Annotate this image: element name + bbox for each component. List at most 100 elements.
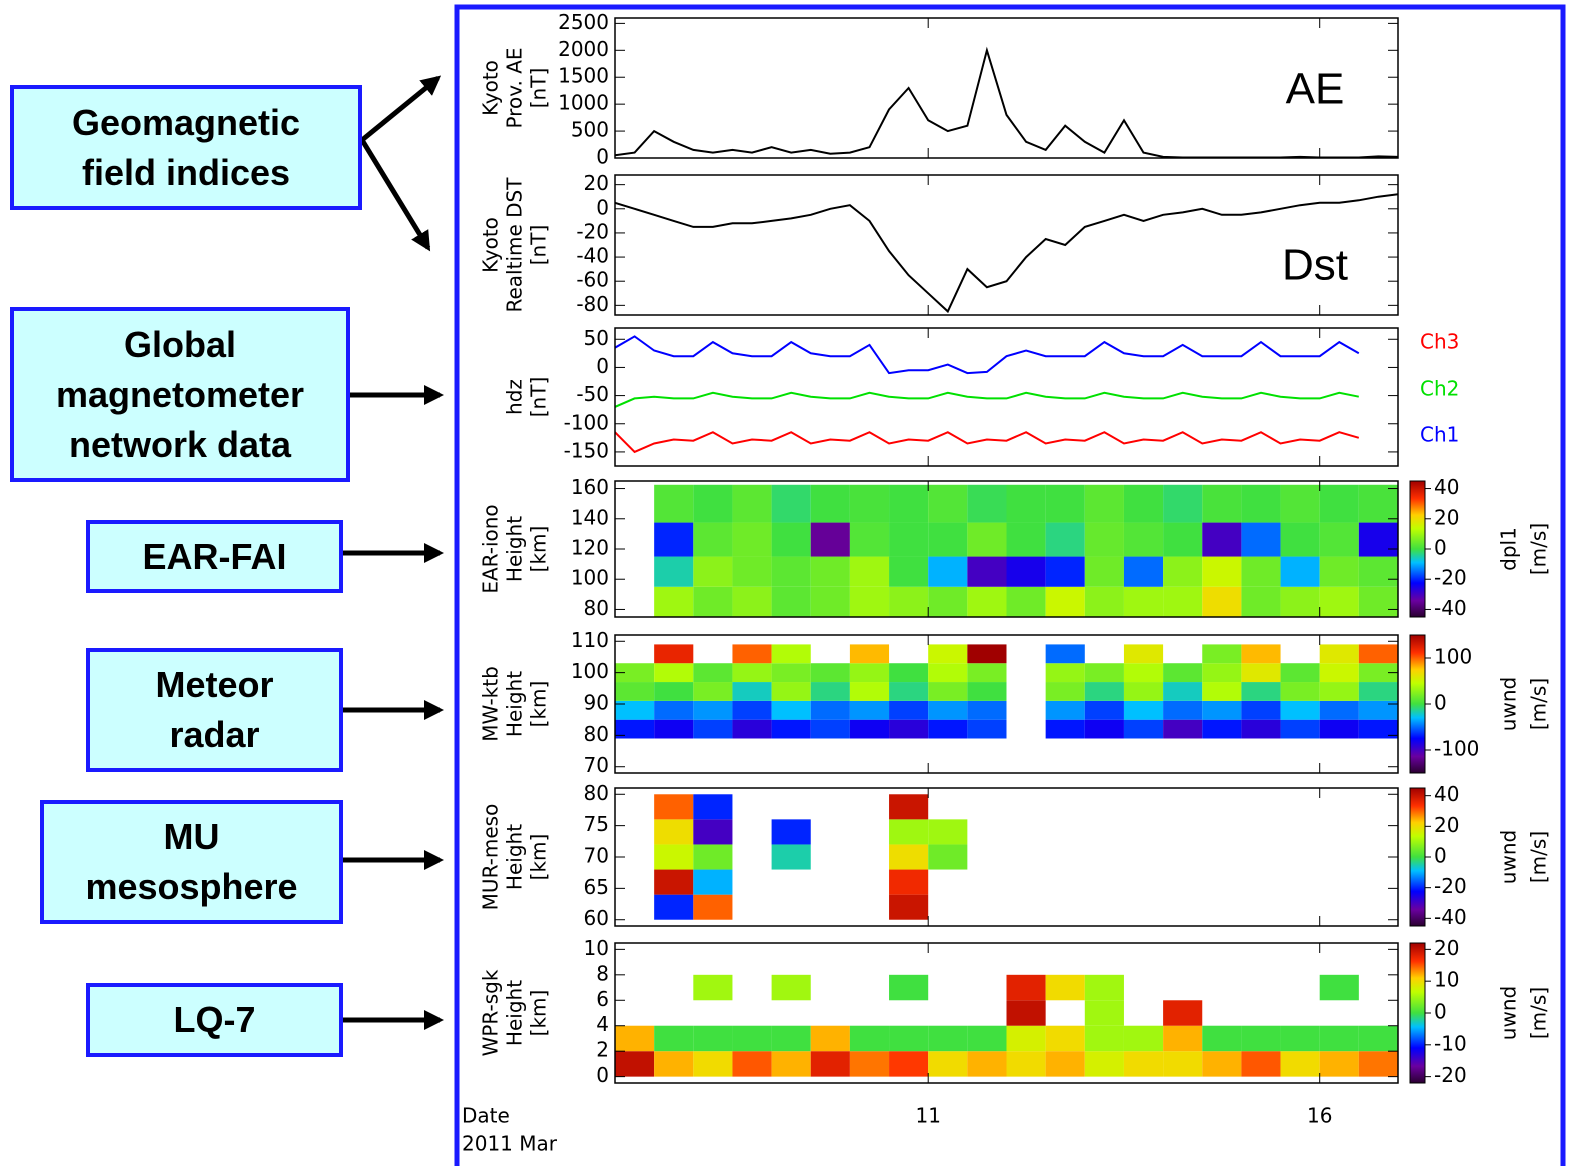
- heat-cell: [967, 484, 1007, 523]
- heat-cell: [1163, 719, 1203, 739]
- heat-cell: [1202, 663, 1242, 683]
- y-tick-label: 0: [596, 1063, 609, 1087]
- heat-cell: [810, 700, 850, 720]
- y-tick-label: 4: [596, 1012, 609, 1036]
- y-tick-label: -100: [564, 410, 609, 434]
- colorbar-label: uwnd: [1497, 830, 1521, 884]
- y-axis-label: MUR-meso: [479, 804, 503, 911]
- heat-cell: [928, 484, 968, 523]
- heat-cell: [1358, 1025, 1398, 1052]
- heat-cell: [967, 556, 1007, 587]
- heat-cell: [810, 1025, 850, 1052]
- y-tick-label: 140: [571, 505, 609, 529]
- heat-cell: [1319, 484, 1359, 523]
- heat-cell: [771, 1025, 811, 1052]
- heat-cell: [771, 719, 811, 739]
- heat-cell: [1084, 663, 1124, 683]
- heat-cell: [771, 586, 811, 617]
- heat-cell: [928, 1025, 968, 1052]
- heat-cell: [889, 484, 929, 523]
- heat-cell: [732, 719, 772, 739]
- heat-cell: [1163, 1000, 1203, 1026]
- heat-cell: [1084, 1025, 1124, 1052]
- heat-cell: [1241, 1025, 1281, 1052]
- heat-cell: [1163, 1025, 1203, 1052]
- heat-cell: [732, 663, 772, 683]
- heat-cell: [1123, 1051, 1164, 1077]
- heat-cell: [1358, 522, 1398, 557]
- y-axis-label: [km]: [527, 990, 551, 1037]
- heat-cell: [967, 522, 1007, 557]
- y-tick-label: -150: [564, 438, 609, 462]
- heat-cell: [810, 556, 850, 587]
- callout-text: network data: [68, 423, 292, 465]
- heat-cell: [1123, 522, 1164, 557]
- y-tick-label: 70: [584, 753, 609, 777]
- heat-cell: [1084, 1051, 1124, 1077]
- heat-cell: [1319, 1025, 1359, 1052]
- arrow: [360, 75, 442, 142]
- heat-cell: [771, 644, 811, 664]
- heat-cell: [693, 1025, 733, 1052]
- heat-cell: [693, 700, 733, 720]
- y-axis-label: Kyoto: [479, 60, 503, 116]
- heat-cell: [889, 1051, 929, 1077]
- heat-cell: [615, 682, 655, 701]
- heat-cell: [1202, 719, 1242, 739]
- colorbar-tick-label: 0: [1434, 844, 1447, 868]
- heat-cell: [849, 484, 890, 523]
- y-tick-label: 90: [584, 691, 609, 715]
- heat-cell: [1241, 700, 1281, 720]
- heat-cell: [1163, 484, 1203, 523]
- heat-cell: [1045, 719, 1085, 739]
- heat-cell: [654, 522, 694, 557]
- heat-cell: [1280, 700, 1320, 720]
- heat-cell: [1241, 522, 1281, 557]
- heat-cell: [1280, 719, 1320, 739]
- heat-cell: [849, 586, 890, 617]
- heat-cell: [1319, 522, 1359, 557]
- colorbar-label: uwnd: [1497, 986, 1521, 1040]
- heat-cell: [889, 663, 929, 683]
- callout-box: Meteor radar: [86, 648, 343, 772]
- heat-cell: [771, 819, 811, 845]
- heat-cell: [1045, 586, 1085, 617]
- heat-cell: [1358, 719, 1398, 739]
- heat-cell: [1045, 700, 1085, 720]
- heat-cell: [967, 1051, 1007, 1077]
- callout-text: EAR-FAI: [142, 535, 287, 577]
- heat-cell: [693, 869, 733, 895]
- heat-cell: [1319, 556, 1359, 587]
- colorbar-tick-label: 0: [1434, 1000, 1447, 1024]
- heat-cell: [693, 819, 733, 845]
- heat-cell: [1319, 1051, 1359, 1077]
- heat-cell: [889, 974, 929, 1001]
- heat-cell: [1123, 682, 1164, 701]
- panel: 100 0 -100 uwnd [m/s] 70 80 90 100 110 MW-ktb Heigh…: [479, 628, 1551, 777]
- heat-cell: [693, 484, 733, 523]
- panel-annotation: AE: [1286, 65, 1345, 114]
- y-tick-label: 0: [596, 145, 609, 169]
- heat-cell: [1045, 663, 1085, 683]
- heat-cell: [810, 1051, 850, 1077]
- heat-cell: [1123, 556, 1164, 587]
- heat-cell: [1358, 682, 1398, 701]
- heat-cell: [1084, 1000, 1124, 1026]
- heat-cell: [967, 719, 1007, 739]
- heat-cell: [928, 556, 968, 587]
- heat-cell: [1084, 586, 1124, 617]
- colorbar-tick-label: -100: [1434, 737, 1479, 761]
- heat-cell: [693, 974, 733, 1001]
- heat-cell: [1202, 586, 1242, 617]
- y-axis-label: EAR-iono: [479, 504, 503, 593]
- y-axis-label: [km]: [527, 526, 551, 573]
- y-tick-label: -20: [576, 219, 609, 243]
- heat-cell: [889, 869, 929, 895]
- y-tick-label: 160: [571, 475, 609, 499]
- colorbar: [1409, 942, 1426, 1084]
- heat-cell: [1280, 556, 1320, 587]
- y-tick-label: 2000: [558, 37, 609, 61]
- heat-cell: [615, 1025, 655, 1052]
- heat-cell: [1319, 663, 1359, 683]
